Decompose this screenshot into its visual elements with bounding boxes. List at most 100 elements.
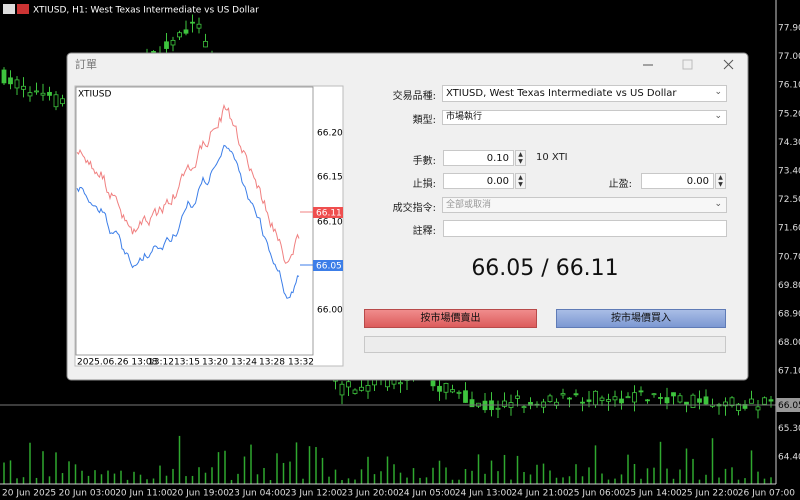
price-axis-label: 71.60: [778, 224, 800, 234]
candle-body: [651, 393, 657, 396]
volume-label: 手數:: [412, 156, 436, 167]
time-axis-label: 20 Jun 11:00: [115, 489, 172, 499]
candle-body: [697, 398, 702, 403]
candle-body: [593, 390, 598, 406]
tp-spinner[interactable]: ▲ ▼: [715, 173, 726, 189]
candle-body: [690, 394, 696, 408]
candle-body: [14, 79, 20, 89]
current-price-label: 66.05: [778, 401, 800, 411]
price-axis-label: 67.10: [778, 367, 800, 377]
candle-body: [463, 390, 468, 403]
candle-body: [27, 92, 33, 97]
price-axis-label: 69.80: [778, 281, 800, 291]
volume-spinner[interactable]: ▲ ▼: [515, 150, 526, 166]
price-axis-label: 70.70: [778, 252, 800, 262]
candle-body: [664, 397, 670, 404]
candle-body: [677, 395, 683, 403]
price-axis-label: 68.90: [778, 310, 800, 320]
ask-line: [76, 103, 300, 264]
candle-body: [703, 396, 709, 405]
candle-body: [456, 391, 462, 394]
ask-label: 66.11: [316, 209, 342, 219]
candle-body: [164, 41, 169, 49]
progress-bar: [364, 336, 726, 353]
candle-body: [443, 382, 449, 393]
sell-button[interactable]: 按市場價賣出: [364, 309, 537, 328]
preview-time-label: 13:24: [231, 358, 257, 368]
candle-body: [40, 92, 46, 96]
preview-time-label: 2025.06.26 13:08: [77, 358, 158, 368]
preview-chart: [74, 85, 344, 367]
candle-body: [346, 381, 351, 388]
price-axis-label: 73.40: [778, 167, 800, 177]
preview-plot-frame: [75, 86, 314, 356]
close-button[interactable]: [723, 59, 734, 70]
candle-body: [723, 401, 728, 407]
candle-body: [547, 395, 553, 403]
candle-body: [515, 395, 520, 399]
candle-body: [365, 385, 371, 392]
tp-label: 止盈:: [608, 179, 632, 190]
dropdown-arrow: ⌄: [714, 199, 722, 209]
candle-body: [521, 406, 527, 409]
candle-body: [625, 396, 631, 399]
sl-input[interactable]: 0.00: [443, 173, 514, 189]
preview-time-label: 13:20: [202, 358, 228, 368]
candle-body: [177, 32, 182, 38]
bid-box: [313, 260, 343, 271]
comment-input[interactable]: [443, 220, 727, 237]
time-axis-label: 24 Jun 13:00: [455, 489, 512, 499]
price-axis-label: 74.30: [778, 138, 800, 148]
maximize-button[interactable]: [682, 59, 693, 70]
preview-price-label: 66.10: [317, 218, 343, 228]
price-axis-label: 68.00: [778, 338, 800, 348]
preview-price-label: 66.00: [317, 306, 343, 316]
tp-input[interactable]: 0.00: [641, 173, 714, 189]
time-axis-label: 26 Jun 07:00: [738, 489, 795, 499]
time-axis-label: 23 Jun 20:00: [342, 489, 399, 499]
price-axis-label: 77.00: [778, 52, 800, 62]
time-axis-label: 23 Jun 04:00: [228, 489, 285, 499]
symbol-value: XTIUSD, West Texas Intermediate vs US Do…: [446, 88, 677, 99]
time-axis-label: 20 Jun 03:00: [59, 489, 116, 499]
candle-body: [1, 69, 7, 84]
sl-spinner[interactable]: ▲ ▼: [515, 173, 526, 189]
preview-lines: [76, 103, 313, 299]
filling-value: 全部或取消: [446, 200, 492, 210]
candle-body: [658, 397, 663, 399]
preview-time-label: 13:15: [174, 358, 200, 368]
candle-body: [60, 98, 65, 105]
volume-input[interactable]: 0.10: [443, 150, 514, 166]
dialog-title: 訂單: [75, 57, 97, 71]
candle-body: [170, 39, 176, 46]
symbol-label: 交易品種:: [392, 91, 436, 102]
candle-body: [352, 389, 358, 394]
preview-time-label: 13:12: [148, 358, 174, 368]
filling-label: 成交指令:: [392, 203, 436, 214]
type-select[interactable]: 市場執行 ⌄: [442, 110, 727, 125]
time-axis-label: 23 Jun 12:00: [285, 489, 342, 499]
candle-body: [450, 389, 455, 393]
candle-body: [762, 397, 767, 405]
candle-body: [755, 406, 761, 411]
preview-symbol: XTIUSD: [78, 90, 111, 100]
candle-body: [437, 385, 442, 392]
bid-label: 66.05: [316, 262, 342, 272]
candle-body: [203, 41, 208, 48]
candle-body: [580, 401, 585, 404]
candle-body: [183, 29, 189, 34]
preview-price-label: 66.15: [317, 173, 343, 183]
symbol-select[interactable]: XTIUSD, West Texas Intermediate vs US Do…: [442, 85, 727, 102]
candle-body: [469, 399, 475, 408]
candle-body: [612, 396, 618, 401]
current-price-box: [776, 398, 800, 412]
filling-select[interactable]: 全部或取消 ⌄: [442, 197, 727, 213]
candle-body: [599, 397, 605, 401]
candle-body: [21, 85, 26, 90]
buy-button[interactable]: 按市場價買入: [556, 309, 726, 328]
candle-body: [190, 21, 195, 24]
candle-body: [729, 397, 735, 407]
time-axis-label: 20 Jun 19:00: [172, 489, 229, 499]
